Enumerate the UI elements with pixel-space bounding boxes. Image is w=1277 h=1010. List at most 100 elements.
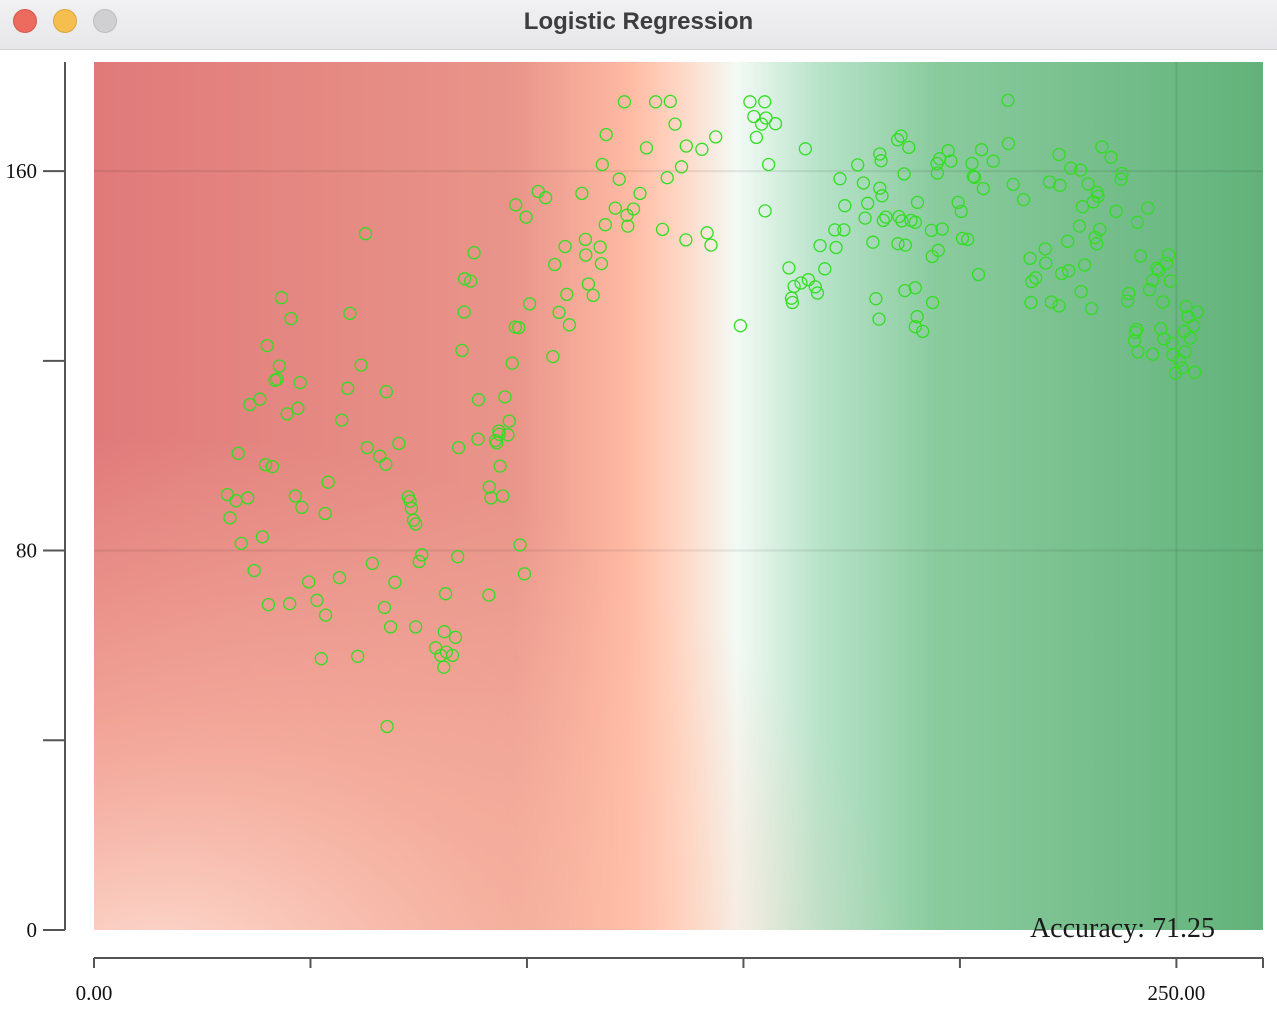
green-point — [383, 620, 398, 634]
green-point — [874, 154, 888, 168]
green-point — [621, 219, 635, 233]
green-point — [1095, 140, 1109, 154]
green-point — [869, 292, 883, 306]
green-point — [291, 401, 305, 415]
green-point — [388, 575, 402, 589]
green-point — [908, 320, 922, 334]
green-point — [595, 157, 609, 172]
green-point — [283, 597, 297, 611]
green-point — [612, 172, 626, 186]
green-point — [1175, 361, 1189, 375]
green-point — [663, 94, 677, 109]
zoom-window-button[interactable] — [93, 9, 117, 33]
green-point — [898, 238, 913, 252]
green-point — [1187, 365, 1202, 379]
green-point — [284, 311, 298, 326]
green-point — [1025, 274, 1039, 289]
green-point — [875, 189, 889, 203]
green-point — [335, 413, 349, 427]
green-point — [1161, 248, 1176, 262]
green-point — [498, 390, 512, 404]
green-point — [280, 407, 294, 421]
green-point — [1044, 295, 1058, 309]
green-point — [1104, 150, 1118, 164]
green-point — [758, 204, 772, 218]
green-point — [412, 554, 426, 569]
green-point — [493, 459, 507, 473]
green-point — [270, 372, 284, 386]
green-point — [679, 233, 693, 247]
green-point — [971, 267, 986, 282]
green-point — [581, 277, 596, 291]
green-point — [1142, 283, 1157, 297]
green-point — [223, 511, 237, 525]
green-point — [931, 243, 945, 257]
green-point — [961, 232, 975, 247]
green-point — [761, 157, 776, 172]
green-point — [409, 620, 423, 634]
green-point — [1190, 305, 1204, 319]
green-point — [380, 719, 394, 734]
green-point — [437, 660, 451, 674]
green-point — [558, 239, 572, 254]
green-point — [1052, 147, 1066, 162]
green-point — [241, 491, 255, 505]
decision-region — [94, 62, 1263, 930]
green-point — [1077, 258, 1092, 272]
green-point — [522, 297, 537, 311]
green-point — [1157, 332, 1171, 346]
green-point — [1187, 319, 1201, 333]
green-point — [1156, 295, 1170, 309]
green-point — [1075, 200, 1090, 214]
green-point — [409, 517, 423, 531]
green-point — [599, 127, 613, 142]
green-point — [1120, 294, 1135, 308]
green-point — [471, 432, 485, 446]
green-point — [833, 172, 847, 186]
green-point — [261, 597, 276, 612]
green-point — [1178, 345, 1192, 359]
green-point — [231, 446, 245, 460]
close-window-button[interactable] — [13, 9, 37, 33]
green-point — [318, 608, 333, 622]
green-point — [1052, 299, 1066, 313]
green-point — [787, 279, 801, 294]
green-point — [351, 649, 365, 663]
green-point — [1130, 215, 1145, 229]
green-point — [392, 436, 406, 451]
green-point — [451, 550, 465, 564]
accuracy-annotation: Accuracy: 71.25 — [1030, 913, 1215, 944]
green-point — [519, 210, 533, 224]
green-point — [274, 291, 289, 305]
minimize-window-button[interactable] — [53, 9, 77, 33]
green-point — [986, 154, 1000, 168]
green-point — [608, 201, 622, 215]
green-point — [1072, 219, 1087, 233]
green-point — [733, 319, 748, 333]
green-point — [891, 237, 905, 251]
green-point — [1131, 345, 1145, 359]
green-point — [438, 587, 453, 601]
green-point — [293, 375, 307, 390]
green-point — [679, 139, 693, 153]
green-point — [626, 202, 641, 216]
green-point — [955, 231, 970, 246]
green-point — [837, 223, 851, 237]
green-point — [343, 306, 357, 321]
decision-corner-glow — [94, 62, 1263, 930]
green-point — [890, 133, 905, 147]
green-point — [513, 538, 527, 552]
green-point — [879, 210, 893, 224]
green-point — [445, 648, 460, 663]
green-point — [332, 570, 347, 585]
green-point — [377, 600, 392, 615]
green-point — [829, 240, 843, 255]
green-point — [321, 475, 335, 489]
green-point — [517, 567, 532, 581]
green-point — [1093, 222, 1107, 237]
green-point — [1163, 274, 1177, 288]
green-point — [668, 117, 682, 131]
green-point — [247, 563, 261, 578]
green-point — [1088, 230, 1102, 245]
green-point — [586, 288, 600, 303]
